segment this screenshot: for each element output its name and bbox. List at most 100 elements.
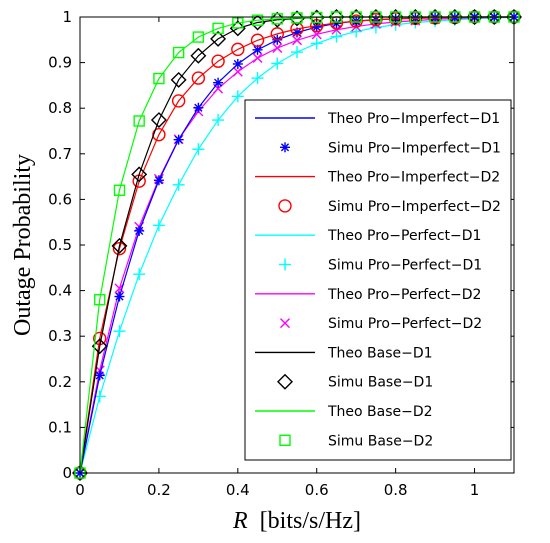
y-tick-label: 0.9: [48, 54, 72, 72]
y-tick-label: 0: [62, 464, 72, 482]
x-axis-label-units: [bits/s/Hz]: [260, 508, 361, 534]
data-point: [231, 42, 245, 57]
data-point: [191, 71, 206, 85]
data-point: [212, 114, 225, 127]
legend-marker-swatch: [279, 258, 291, 271]
data-point: [152, 219, 165, 232]
legend-entry: Simu Pro−Imperfect−D2: [278, 199, 501, 215]
legend-marker-swatch: [278, 199, 292, 213]
data-point: [271, 57, 284, 70]
legend-marker-swatch: [277, 373, 293, 390]
y-tick-label: 0.3: [48, 327, 72, 345]
legend-entry: Theo Base−D1: [255, 345, 433, 361]
data-point: [152, 127, 166, 142]
legend-marker-swatch: [280, 142, 290, 153]
data-point: [291, 46, 303, 59]
data-point: [171, 94, 186, 108]
data-point: [349, 14, 363, 28]
data-point: [252, 53, 263, 64]
y-tick-label: 0.1: [48, 418, 72, 436]
data-point: [369, 13, 383, 27]
data-point: [210, 30, 227, 47]
data-point: [231, 90, 244, 103]
legend-label: Theo Pro−Imperfect−D2: [327, 170, 500, 186]
y-tick-label: 1: [62, 8, 72, 26]
data-point: [133, 268, 146, 281]
data-point: [251, 14, 264, 26]
legend-entry: Simu Base−D1: [277, 373, 433, 391]
legend-label: Theo Pro−Perfect−D1: [327, 228, 481, 244]
data-point: [232, 66, 243, 77]
x-tick-label: 1: [470, 481, 480, 499]
data-point: [192, 143, 205, 156]
legend-label: Theo Base−D2: [327, 404, 433, 420]
x-axis-label-variable: R: [232, 508, 248, 534]
legend: Theo Pro−Imperfect−D1 Simu Pro−Imperfect−…: [244, 99, 512, 461]
y-axis-label: Outage Probability: [10, 154, 36, 336]
data-point: [272, 43, 283, 54]
tick-layer: 0 0.2 0.4 0.6 0.8 1 0 0.1 0.2 0.3 0.4 0.5 0.6 0.7 0.8 0…: [48, 8, 514, 499]
y-tick-label: 0.4: [48, 282, 72, 300]
data-point: [94, 370, 105, 381]
legend-label: Simu Base−D1: [328, 375, 433, 391]
data-point: [134, 225, 145, 236]
legend-entry: Simu Pro−Perfect−D2: [280, 316, 482, 332]
legend-marker-swatch: [279, 434, 291, 446]
data-point: [330, 30, 343, 43]
data-point: [211, 54, 225, 68]
legend-label: Simu Pro−Imperfect−D2: [328, 199, 501, 215]
data-point: [193, 102, 204, 113]
data-point: [251, 72, 264, 85]
legend-entry: Theo Base−D2: [255, 404, 433, 420]
data-point: [271, 13, 283, 25]
data-point: [172, 46, 185, 59]
legend-entry: Simu Base−D2: [279, 433, 433, 449]
legend-entry: Simu Pro−Perfect−D1: [279, 258, 482, 274]
data-point: [213, 77, 224, 88]
data-point: [150, 112, 167, 129]
legend-label: Theo Pro−Perfect−D2: [327, 287, 481, 303]
legend-label: Simu Pro−Perfect−D2: [328, 316, 482, 332]
data-point: [192, 31, 205, 43]
data-point: [113, 184, 126, 196]
legend-entry: Theo Pro−Perfect−D1: [255, 228, 481, 244]
data-point: [114, 291, 125, 302]
y-tick-label: 0.6: [48, 190, 72, 208]
legend-entry: Simu Pro−Imperfect−D1: [280, 140, 501, 156]
y-tick-label: 0.5: [48, 236, 72, 254]
data-point: [252, 44, 263, 55]
legend-entry: Theo Pro−Perfect−D2: [255, 287, 481, 303]
data-point: [153, 175, 164, 186]
data-point: [270, 27, 284, 41]
y-tick-label: 0.8: [48, 99, 72, 117]
legend-label: Theo Pro−Imperfect−D1: [327, 111, 500, 127]
x-tick-label: 0.8: [384, 481, 408, 499]
data-point: [113, 325, 126, 338]
data-point: [170, 71, 187, 88]
data-point: [292, 35, 302, 46]
x-tick-label: 0.2: [147, 481, 171, 499]
x-axis-label: R [bits/s/Hz]: [232, 508, 361, 534]
data-point: [310, 37, 323, 50]
data-point: [133, 115, 145, 127]
legend-label: Simu Pro−Imperfect−D1: [328, 140, 501, 156]
legend-entry: Theo Pro−Imperfect−D2: [255, 170, 500, 186]
y-tick-label: 0.2: [48, 373, 72, 391]
legend-box: [244, 99, 512, 461]
data-point: [172, 178, 185, 191]
x-tick-label: 0.4: [226, 481, 250, 499]
data-point: [94, 294, 106, 306]
legend-label: Theo Base−D1: [327, 345, 433, 361]
data-point: [111, 237, 128, 254]
series-layer: [72, 9, 522, 481]
legend-label: Simu Base−D2: [328, 433, 433, 449]
legend-marker-swatch: [280, 318, 290, 329]
x-tick-label: 0: [75, 481, 85, 499]
x-tick-label: 0.6: [305, 481, 329, 499]
data-point: [173, 134, 184, 145]
data-point: [153, 72, 165, 85]
data-point: [250, 33, 265, 47]
y-tick-label: 0.7: [48, 145, 72, 163]
data-point: [212, 22, 224, 35]
